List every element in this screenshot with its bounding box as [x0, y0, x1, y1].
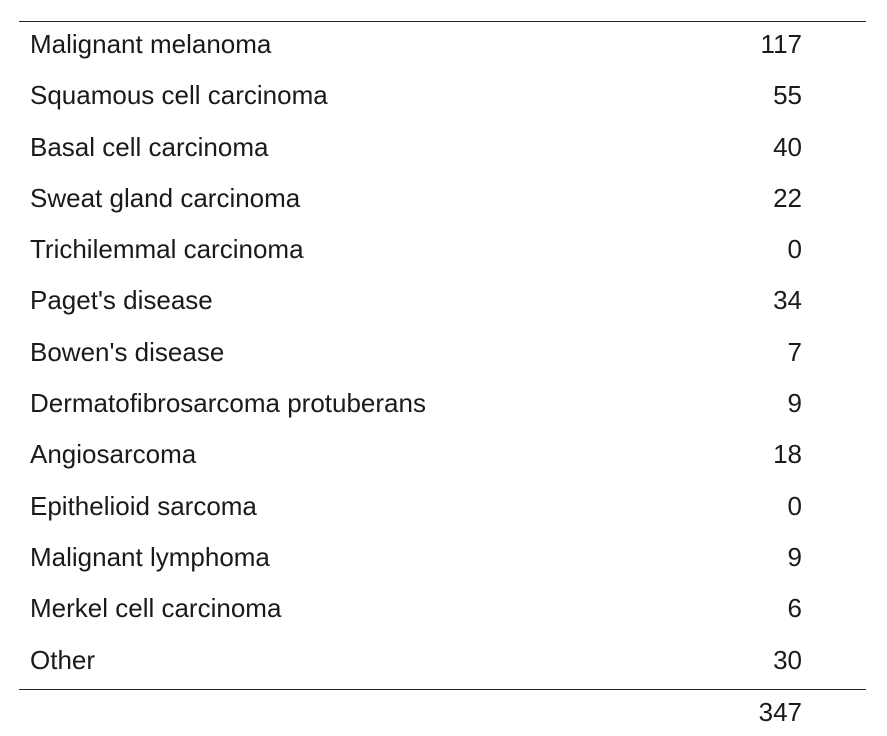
table-row: Bowen's disease 7 — [19, 330, 866, 381]
row-label: Bowen's disease — [30, 336, 225, 367]
top-rule — [19, 21, 866, 22]
row-label: Dermatofibrosarcoma protuberans — [30, 388, 426, 419]
row-value: 9 — [787, 541, 802, 572]
row-value: 0 — [787, 234, 802, 265]
row-value: 55 — [773, 80, 802, 111]
table-row: Angiosarcoma 18 — [19, 432, 866, 483]
table-row: Squamous cell carcinoma 55 — [19, 73, 866, 124]
total-value: 347 — [758, 696, 802, 727]
table-row: Other 30 — [19, 638, 866, 689]
row-value: 22 — [773, 182, 802, 213]
case-count-table: Malignant melanoma 117 Squamous cell car… — [19, 21, 866, 736]
row-label: Trichilemmal carcinoma — [30, 234, 304, 265]
total-row: 347 — [19, 690, 866, 736]
row-value: 0 — [787, 490, 802, 521]
row-value: 6 — [787, 593, 802, 624]
row-label: Paget's disease — [30, 285, 213, 316]
row-label: Angiosarcoma — [30, 439, 197, 470]
row-label: Other — [30, 644, 96, 675]
row-label: Malignant lymphoma — [30, 541, 270, 572]
row-label: Sweat gland carcinoma — [30, 182, 301, 213]
table-body: Malignant melanoma 117 Squamous cell car… — [19, 22, 866, 689]
row-value: 117 — [760, 29, 802, 59]
row-value: 30 — [773, 644, 802, 675]
row-label: Merkel cell carcinoma — [30, 593, 282, 624]
row-label: Squamous cell carcinoma — [30, 80, 328, 111]
row-label: Malignant melanoma — [30, 29, 272, 59]
table-row: Malignant lymphoma 9 — [19, 535, 866, 586]
row-value: 34 — [773, 285, 802, 316]
table-row: Malignant melanoma 117 — [19, 22, 866, 73]
row-value: 18 — [773, 439, 802, 470]
table-row: Epithelioid sarcoma 0 — [19, 484, 866, 535]
bottom-rule — [19, 688, 866, 690]
table-row: Basal cell carcinoma 40 — [19, 125, 866, 176]
table-row: Merkel cell carcinoma 6 — [19, 586, 866, 637]
table-row: Sweat gland carcinoma 22 — [19, 176, 866, 227]
row-label: Basal cell carcinoma — [30, 131, 269, 162]
row-value: 40 — [773, 131, 802, 162]
table-row: Paget's disease 34 — [19, 278, 866, 329]
row-value: 7 — [787, 336, 802, 367]
table-row: Trichilemmal carcinoma 0 — [19, 227, 866, 278]
table-row: Dermatofibrosarcoma protuberans 9 — [19, 381, 866, 432]
row-value: 9 — [787, 388, 802, 419]
row-label: Epithelioid sarcoma — [30, 490, 257, 521]
